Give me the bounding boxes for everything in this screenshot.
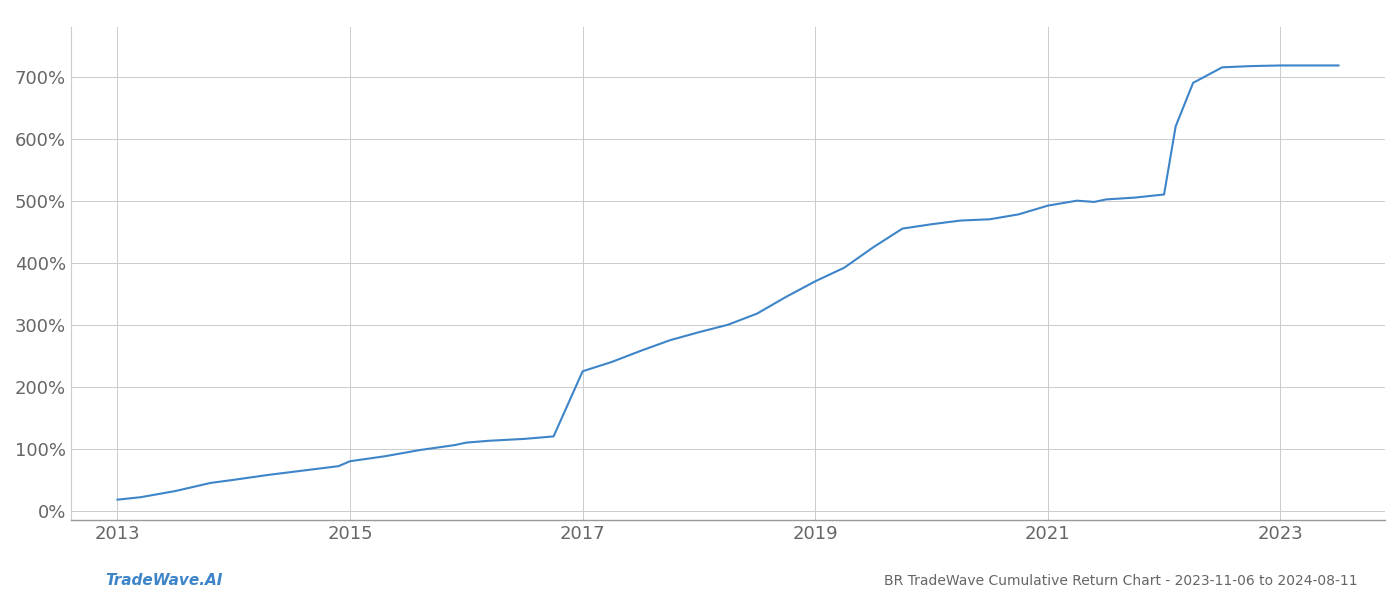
Text: TradeWave.AI: TradeWave.AI (105, 573, 223, 588)
Text: BR TradeWave Cumulative Return Chart - 2023-11-06 to 2024-08-11: BR TradeWave Cumulative Return Chart - 2… (885, 574, 1358, 588)
